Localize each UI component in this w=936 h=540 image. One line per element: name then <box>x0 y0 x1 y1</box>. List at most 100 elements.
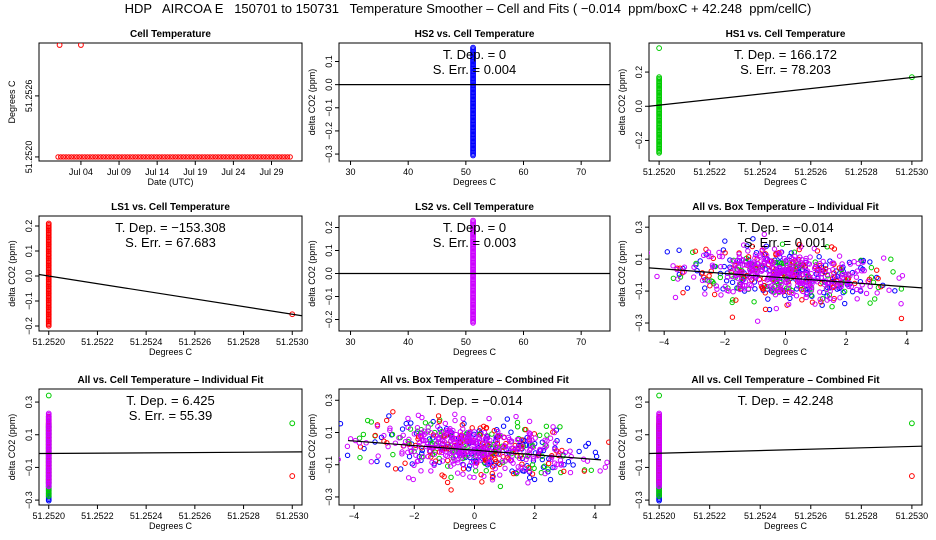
data-point <box>474 457 480 463</box>
data-point <box>745 254 752 260</box>
data-point <box>803 294 809 301</box>
y-tick-label: −0.3 <box>634 314 644 332</box>
data-point <box>804 283 810 289</box>
data-point <box>787 295 793 302</box>
x-tick-label: 0 <box>783 337 788 347</box>
data-point <box>784 260 790 266</box>
data-point <box>781 255 788 262</box>
data-point <box>526 430 532 436</box>
fit-line <box>649 267 922 289</box>
data-point <box>390 451 396 458</box>
data-point <box>809 280 815 287</box>
panel-8: All vs. Box Temperature – Combined Fit −4… <box>307 375 611 531</box>
data-point <box>898 286 905 292</box>
data-point <box>757 280 764 286</box>
data-point <box>837 295 843 301</box>
plot-area <box>604 231 922 324</box>
data-point <box>815 268 822 274</box>
data-point <box>502 458 508 464</box>
panel-9: All vs. Cell Temperature – Combined Fit 5… <box>617 375 928 531</box>
data-point <box>789 289 795 296</box>
data-point <box>542 437 548 443</box>
data-point <box>718 292 724 298</box>
data-point <box>436 418 442 425</box>
data-point <box>849 288 856 295</box>
y-tick-label: 0.1 <box>634 428 644 441</box>
data-point <box>234 154 240 160</box>
data-point <box>207 154 213 160</box>
data-point <box>397 466 404 472</box>
x-tick-label: 51.2522 <box>81 337 114 347</box>
data-point <box>339 456 341 463</box>
data-point <box>803 257 809 264</box>
data-point <box>816 254 822 260</box>
data-point <box>486 440 492 447</box>
data-point <box>493 435 499 441</box>
data-point <box>684 285 691 291</box>
y-tick-label: 0.0 <box>634 100 644 113</box>
data-point <box>530 444 537 450</box>
data-point <box>386 413 392 419</box>
panel-title: Cell Temperature <box>130 29 211 40</box>
x-tick-label: 2 <box>532 511 537 521</box>
data-point <box>410 476 416 483</box>
data-point <box>271 154 277 160</box>
data-point <box>140 154 147 160</box>
data-point <box>444 479 451 486</box>
data-point <box>175 154 181 160</box>
data-point <box>515 437 522 443</box>
data-point <box>159 154 165 160</box>
y-tick-label: 0.0 <box>324 78 334 91</box>
data-point <box>567 448 573 454</box>
data-point <box>540 464 547 470</box>
data-point <box>519 461 525 467</box>
data-point <box>489 475 496 481</box>
data-point <box>464 437 471 444</box>
data-point <box>854 268 860 274</box>
data-point <box>766 268 772 274</box>
data-point <box>289 473 296 479</box>
data-point <box>289 420 296 427</box>
data-point <box>56 43 63 48</box>
data-point <box>604 244 608 248</box>
data-point <box>788 263 794 269</box>
data-point <box>436 434 442 441</box>
data-point <box>770 289 776 295</box>
data-point <box>526 475 533 481</box>
x-tick-label: 50 <box>461 337 471 347</box>
data-point <box>706 273 712 279</box>
fit-line <box>649 75 922 107</box>
data-point <box>708 253 714 260</box>
data-point <box>797 254 803 260</box>
x-tick-label: −2 <box>409 511 419 521</box>
data-point <box>385 443 391 450</box>
x-tick-label: 51.2520 <box>643 167 676 177</box>
data-point <box>526 432 533 438</box>
annotation: T. Dep. = 6.425 <box>126 393 215 408</box>
data-point <box>413 452 419 458</box>
data-point <box>411 431 418 437</box>
data-point <box>874 274 880 281</box>
data-point <box>472 468 479 474</box>
plot-area <box>39 220 302 329</box>
data-point <box>690 274 697 280</box>
data-point <box>364 417 371 424</box>
data-point <box>400 432 406 438</box>
data-point <box>450 449 456 456</box>
data-point <box>742 278 749 285</box>
data-point <box>458 455 464 461</box>
data-point <box>148 154 155 160</box>
annotation: S. Err. = 0.001 <box>744 235 827 250</box>
data-point <box>172 154 179 160</box>
y-tick-label: −0.3 <box>24 491 34 509</box>
data-point <box>541 463 548 469</box>
data-point <box>460 434 467 440</box>
data-point <box>196 154 203 160</box>
data-point <box>45 483 52 490</box>
data-point <box>440 458 446 464</box>
fit-line <box>347 439 602 461</box>
data-point <box>483 467 489 474</box>
data-point <box>872 296 878 302</box>
x-tick-label: 51.2530 <box>896 167 929 177</box>
data-point <box>793 293 800 299</box>
